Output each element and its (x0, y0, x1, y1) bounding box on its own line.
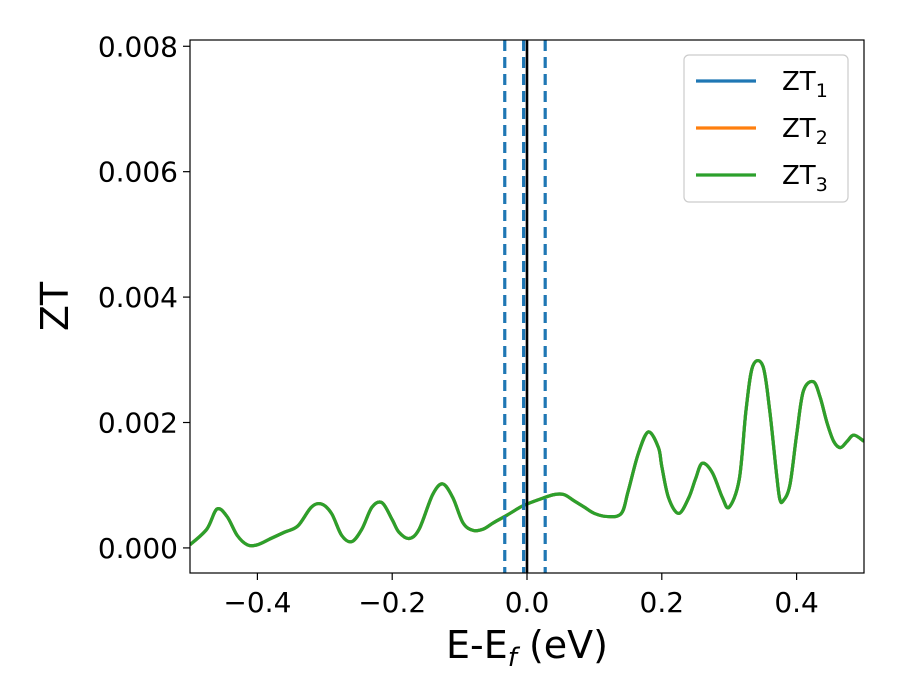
series-line-zt3 (190, 359, 864, 548)
x-axis-ticks: −0.4 −0.2 0.0 0.2 0.4 (223, 573, 819, 619)
y-tick-label: 0.002 (98, 407, 178, 440)
legend-box (683, 54, 849, 203)
x-axis-label: E-Ef (eV) (446, 623, 608, 673)
legend: ZT1 ZT2 ZT3 (683, 54, 849, 203)
x-tick-label: −0.2 (358, 586, 426, 619)
y-axis-ticks: 0.000 0.002 0.004 0.006 0.008 (98, 30, 190, 565)
legend-label-zt1: ZT1 (782, 67, 828, 102)
y-axis-label: ZT (33, 281, 77, 331)
plot-area (190, 40, 864, 573)
x-tick-label: 0.2 (640, 586, 685, 619)
y-tick-label: 0.004 (98, 281, 178, 314)
x-tick-label: 0.0 (505, 586, 550, 619)
y-tick-label: 0.000 (98, 532, 178, 565)
legend-label-zt2: ZT2 (782, 114, 828, 149)
x-tick-label: −0.4 (223, 586, 291, 619)
y-tick-label: 0.006 (98, 156, 178, 189)
y-tick-label: 0.008 (98, 30, 178, 63)
x-tick-label: 0.4 (774, 586, 819, 619)
legend-label-zt3: ZT3 (782, 161, 828, 196)
